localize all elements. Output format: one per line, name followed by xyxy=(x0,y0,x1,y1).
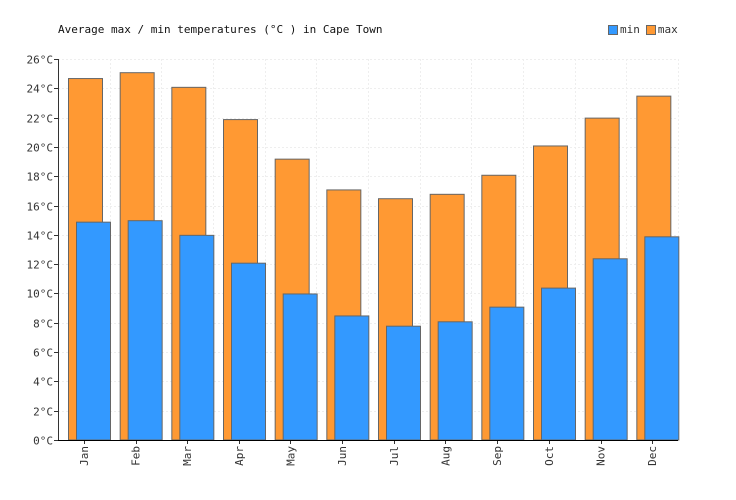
bar-min-jun xyxy=(334,315,370,441)
x-tick-label-apr: Apr xyxy=(233,446,246,466)
x-tick-label-aug: Aug xyxy=(440,446,453,466)
legend-item-max: max xyxy=(645,23,678,36)
y-tick-label: 14°C xyxy=(27,230,54,243)
y-tick-label: 22°C xyxy=(27,113,54,126)
y-tick-label: 24°C xyxy=(27,83,54,96)
y-tick-label: 8°C xyxy=(33,318,53,331)
x-tick-label-may: May xyxy=(285,446,298,466)
x-tick-label-nov: Nov xyxy=(595,446,608,466)
bar-min-aug xyxy=(437,321,473,441)
legend-item-min: min xyxy=(608,23,640,36)
legend: min max xyxy=(608,23,678,36)
tick-labels: 0°C 2°C 4°C 6°C 8°C 10°C 12°C 14°C 16°C 18°C 20°C 2… xyxy=(27,54,660,466)
legend-swatch-min xyxy=(608,24,618,35)
bar-min-dec xyxy=(644,236,680,441)
x-tick-label-dec: Dec xyxy=(646,446,659,466)
y-tick-label: 18°C xyxy=(27,171,54,184)
y-tick-label: 20°C xyxy=(27,142,54,155)
legend-swatch-max xyxy=(645,24,656,35)
bar-min-oct xyxy=(541,287,576,441)
legend-label-min: min xyxy=(620,23,640,36)
x-tick-label-oct: Oct xyxy=(543,446,556,466)
y-tick-label: 6°C xyxy=(33,347,53,360)
bar-min-jan xyxy=(76,221,111,441)
bar-min-jul xyxy=(386,325,421,441)
bars xyxy=(68,72,680,441)
bar-min-apr xyxy=(231,262,266,441)
y-tick-label: 26°C xyxy=(27,54,54,67)
y-tick-label: 16°C xyxy=(27,201,54,214)
x-tick-label-jul: Jul xyxy=(388,446,401,466)
x-tick-label-jan: Jan xyxy=(78,446,91,466)
bar-min-nov xyxy=(592,258,628,441)
y-tick-label: 4°C xyxy=(33,376,53,389)
bar-min-feb xyxy=(127,220,163,441)
x-tick-label-feb: Feb xyxy=(130,446,143,466)
legend-label-max: max xyxy=(657,23,678,36)
x-tick-label-sep: Sep xyxy=(491,446,504,466)
bar-min-sep xyxy=(489,306,525,441)
y-tick-label: 12°C xyxy=(27,259,54,272)
axes xyxy=(54,59,678,444)
y-tick-label: 10°C xyxy=(27,288,54,301)
y-tick-label: 0°C xyxy=(33,435,53,448)
x-tick-label-jun: Jun xyxy=(336,446,349,466)
chart-title: Average max / min temperatures (°C ) in … xyxy=(58,23,383,36)
bar-min-may xyxy=(282,293,318,441)
bar-min-mar xyxy=(179,234,215,441)
y-tick-label: 2°C xyxy=(33,406,53,419)
x-tick-label-mar: Mar xyxy=(181,446,194,466)
